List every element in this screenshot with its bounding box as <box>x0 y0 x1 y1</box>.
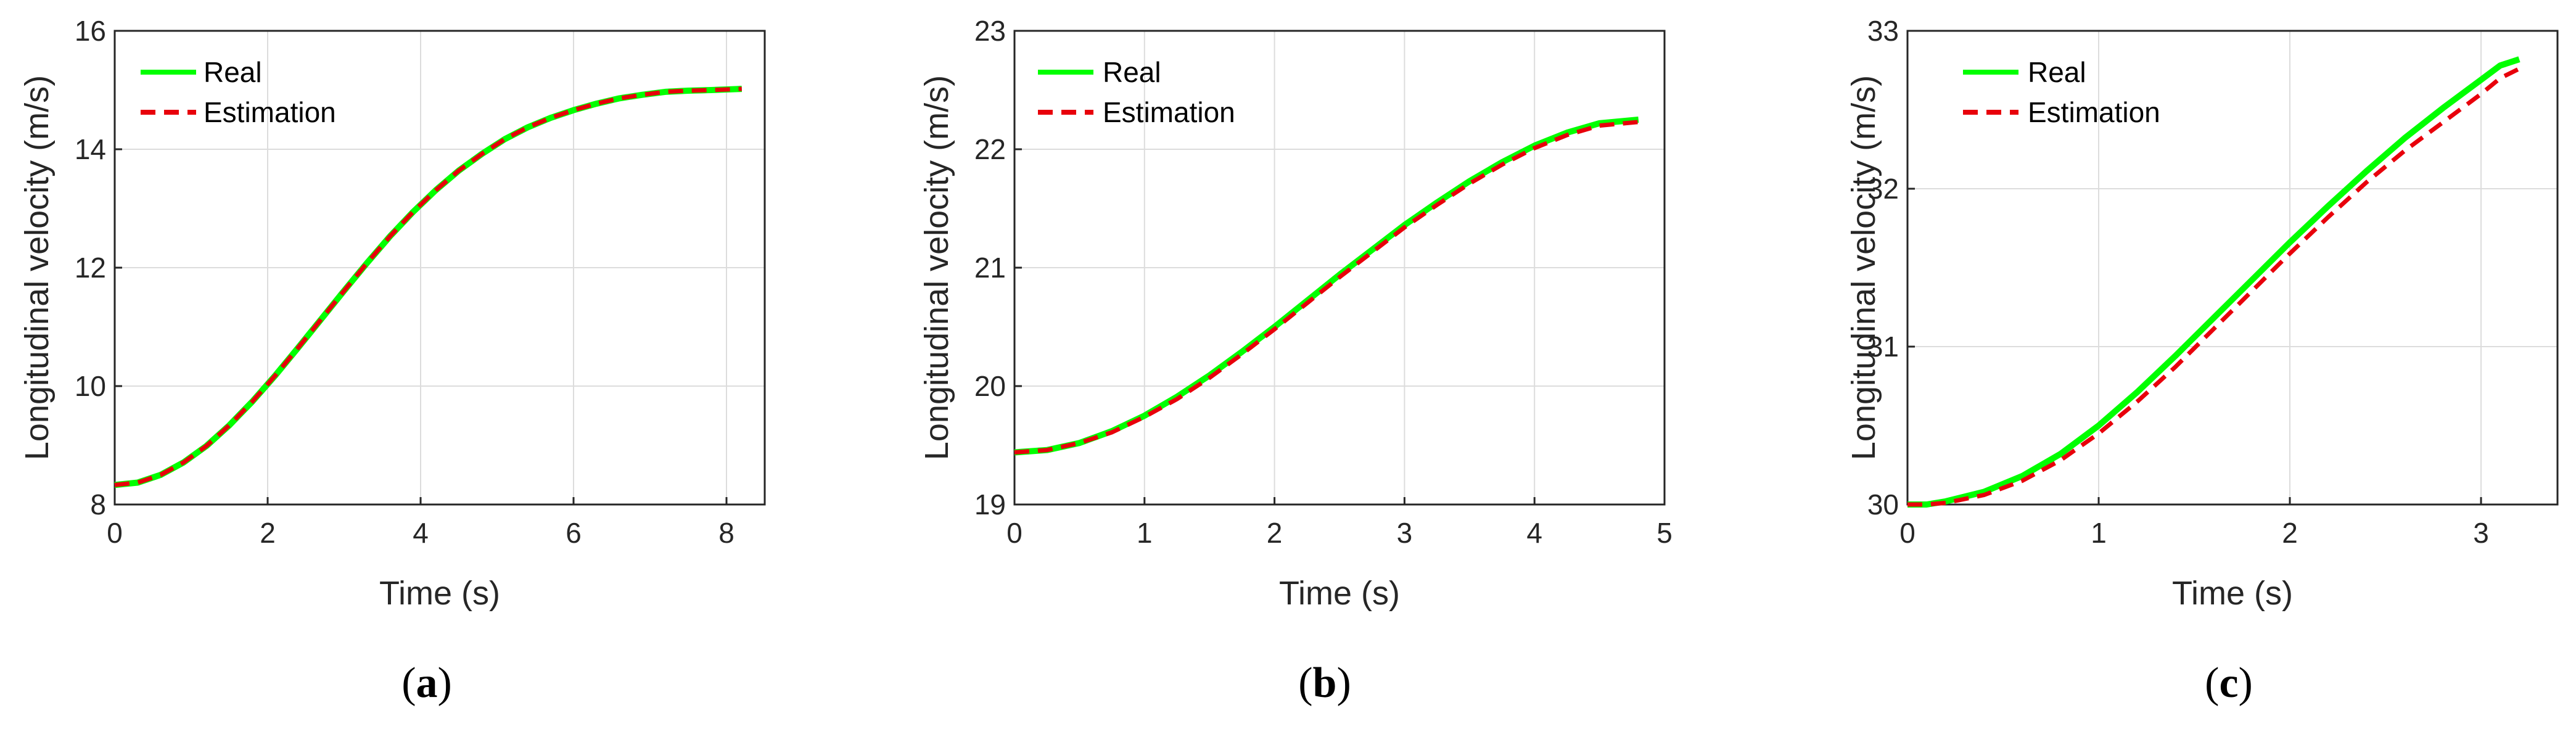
panel-c-grid <box>1907 30 2557 505</box>
panel-c-ytick-label: 32 <box>1867 173 1899 205</box>
panel-b-xtick-label: 4 <box>1526 517 1542 549</box>
panel-c-ytick-label: 33 <box>1867 15 1899 47</box>
panel-b-caption-letter: b <box>1313 659 1337 707</box>
panel-b-series-estimation-line <box>1014 120 1639 455</box>
panel-c-legend: Real Estimation <box>1963 56 2160 128</box>
panel-c-ytick-label: 30 <box>1867 488 1899 521</box>
panel-b-legend-real-label: Real <box>1103 56 1161 88</box>
panel-c: 0 1 2 3 30 31 32 33 Time (s) Longitudinal veloc… <box>1845 15 2559 707</box>
panel-a: 0 2 4 6 8 8 10 12 14 16 Time (s) Longitudinal vel… <box>19 15 766 707</box>
panel-b-caption: (b) <box>1298 659 1351 707</box>
panel-c-ytick-label: 31 <box>1867 331 1899 363</box>
panel-c-series-estimation-line <box>1907 67 2520 507</box>
panel-a-xtick-label: 0 <box>107 517 123 549</box>
panel-c-xtick-label: 0 <box>1899 517 1916 549</box>
panel-a-caption: (a) <box>401 659 452 707</box>
panel-b-legend: Real Estimation <box>1038 56 1235 128</box>
panel-c-xtick-label: 1 <box>2091 517 2107 549</box>
panel-c-ylabel: Longitudinal velocity (m/s) <box>1845 75 1882 460</box>
panel-c-xlabel: Time (s) <box>2172 575 2293 612</box>
panel-a-xtick-label: 6 <box>566 517 582 549</box>
panel-c-xtick-label: 2 <box>2282 517 2298 549</box>
panel-c-caption: (c) <box>2205 659 2253 707</box>
panel-b-legend-est-label: Estimation <box>1103 96 1235 128</box>
panel-b-ytick-label: 23 <box>974 15 1006 47</box>
panel-b-xtick-label: 2 <box>1267 517 1283 549</box>
panel-a-series <box>114 86 742 488</box>
panel-c-legend-real-label: Real <box>2028 56 2086 88</box>
panel-a-ytick-label: 14 <box>75 133 106 165</box>
panel-b-ytick-label: 20 <box>974 370 1006 402</box>
panel-b-ylabel: Longitudinal velocity (m/s) <box>918 75 955 460</box>
panel-a-ylabel: Longitudinal velocity (m/s) <box>19 75 56 460</box>
panel-b-xtick-label: 1 <box>1137 517 1153 549</box>
panel-c-caption-letter: c <box>2219 659 2238 707</box>
panel-a-xtick-label: 4 <box>413 517 429 549</box>
panel-a-xlabel: Time (s) <box>379 575 500 612</box>
panel-a-ytick-label: 16 <box>75 15 106 47</box>
panel-b-ytick-label: 21 <box>974 252 1006 284</box>
panel-a-legend-est-label: Estimation <box>204 96 336 128</box>
panel-a-series-real-line <box>114 86 742 488</box>
panel-b-ytick-label: 19 <box>974 488 1006 521</box>
panel-a-legend-real-label: Real <box>204 56 262 88</box>
panel-a-ticks: 0 2 4 6 8 8 10 12 14 16 <box>75 15 735 549</box>
panel-b-xlabel: Time (s) <box>1279 575 1400 612</box>
panel-a-legend: Real Estimation <box>141 56 336 128</box>
panel-b-ytick-label: 22 <box>974 133 1006 165</box>
panel-c-series-real-line <box>1907 56 2520 508</box>
panel-b-xtick-label: 3 <box>1397 517 1413 549</box>
panel-c-ticks: 0 1 2 3 30 31 32 33 <box>1867 15 2489 549</box>
panel-a-series-estimation-line <box>114 86 742 487</box>
panel-b-xtick-label: 5 <box>1656 517 1673 549</box>
panel-a-xtick-label: 2 <box>260 517 276 549</box>
panel-a-xtick-label: 8 <box>718 517 735 549</box>
panel-a-ytick-label: 12 <box>75 252 106 284</box>
panel-c-xtick-label: 3 <box>2473 517 2489 549</box>
panel-c-legend-est-label: Estimation <box>2028 96 2160 128</box>
panel-b-series <box>1014 117 1639 456</box>
panel-a-caption-letter: a <box>416 659 438 707</box>
panel-a-ytick-label: 10 <box>75 370 106 402</box>
panel-c-series <box>1907 56 2520 508</box>
panel-c-plot-frame <box>1906 30 2559 506</box>
panel-a-ytick-label: 8 <box>90 488 106 521</box>
panel-b-xtick-label: 0 <box>1006 517 1023 549</box>
